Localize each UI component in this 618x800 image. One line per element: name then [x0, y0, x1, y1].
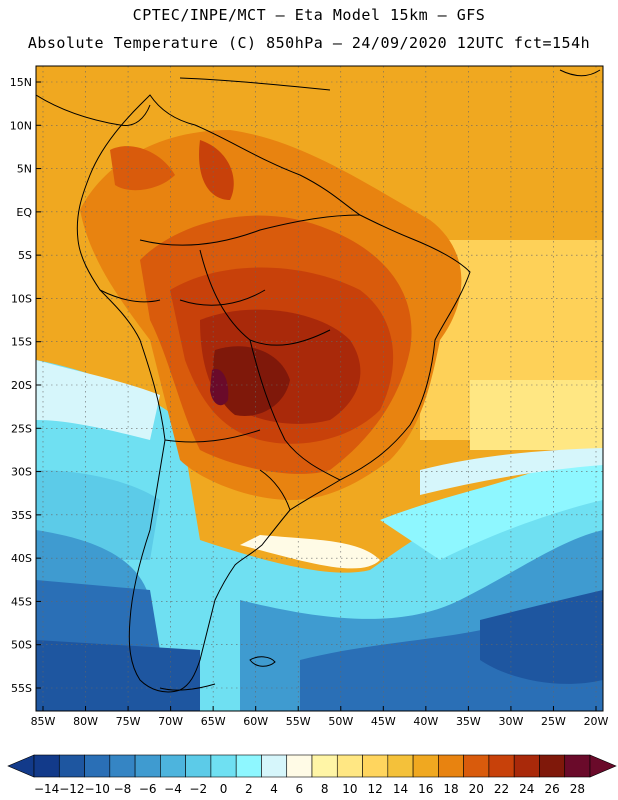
latitude-tick-label: 25S	[11, 422, 32, 435]
latitude-tick-label: 15S	[11, 336, 32, 349]
latitude-tick-label: 15N	[10, 76, 32, 89]
colorbar-swatch	[362, 754, 389, 778]
colorbar-max-arrow	[589, 754, 617, 778]
colorbar-min-arrow	[7, 754, 35, 778]
colorbar-swatch	[412, 754, 439, 778]
longitude-tick-label: 35W	[456, 715, 481, 728]
colorbar-label: −10	[85, 782, 110, 796]
colorbar-label: −14	[34, 782, 59, 796]
latitude-tick-label: 50S	[11, 639, 32, 652]
colorbar-label: 24	[519, 782, 534, 796]
longitude-tick-label: 55W	[286, 715, 311, 728]
colorbar-label: 12	[368, 782, 383, 796]
latitude-tick-label: 10S	[11, 292, 32, 305]
map-frame	[35, 65, 604, 712]
colorbar-label: 14	[393, 782, 408, 796]
latitude-tick-label: 5N	[17, 163, 32, 176]
colorbar-label: −4	[164, 782, 182, 796]
colorbar-swatch	[84, 754, 111, 778]
latitude-tick-label: 30S	[11, 466, 32, 479]
latitude-tick-label: 55S	[11, 682, 32, 695]
colorbar-swatch	[463, 754, 490, 778]
latitude-tick-label: EQ	[16, 206, 32, 219]
longitude-tick-label: 70W	[158, 715, 183, 728]
colorbar-label: −2	[189, 782, 207, 796]
colorbar-swatch	[58, 754, 85, 778]
colorbar-swatch	[134, 754, 161, 778]
colorbar-label: 20	[469, 782, 484, 796]
colorbar: −14 −12 −10 −8 −6 −4 −2 0 2 4 6 8 10 12 14 16 18 20 22 24 26…	[7, 754, 617, 796]
colorbar-label: 26	[544, 782, 559, 796]
colorbar-swatch	[311, 754, 338, 778]
colorbar-swatch	[109, 754, 136, 778]
colorbar-swatch	[235, 754, 262, 778]
colorbar-label: −8	[114, 782, 132, 796]
colorbar-swatch	[488, 754, 515, 778]
colorbar-swatch	[387, 754, 414, 778]
colorbar-swatch	[261, 754, 288, 778]
latitude-tick-label: 10N	[10, 119, 32, 132]
latitude-tick-label: 40S	[11, 552, 32, 565]
colorbar-swatch	[539, 754, 566, 778]
temperature-field	[36, 66, 603, 711]
colorbar-label: 6	[296, 782, 304, 796]
colorbar-label: −6	[139, 782, 157, 796]
colorbar-label: 22	[494, 782, 509, 796]
latitude-tick-label: 5S	[18, 249, 32, 262]
longitude-tick-label: 50W	[328, 715, 353, 728]
colorbar-swatch	[160, 754, 186, 778]
colorbar-label: −12	[59, 782, 84, 796]
colorbar-swatch	[564, 754, 591, 778]
latitude-tick-label: 45S	[11, 595, 32, 608]
colorbar-swatch	[286, 754, 313, 778]
colorbar-label: 8	[321, 782, 329, 796]
longitude-tick-label: 40W	[413, 715, 438, 728]
colorbar-label: 2	[245, 782, 253, 796]
longitude-tick-label: 65W	[201, 715, 226, 728]
longitude-labels: 85W 80W 75W 70W 65W 60W 55W 50W 45W 40W 35W 30W 25W 2…	[31, 706, 609, 728]
latitude-tick-label: 35S	[11, 509, 32, 522]
colorbar-label: 10	[342, 782, 357, 796]
longitude-tick-label: 45W	[371, 715, 396, 728]
colorbar-swatch	[210, 754, 237, 778]
map-title-line1: CPTEC/INPE/MCT – Eta Model 15km – GFS	[132, 6, 486, 24]
longitude-tick-label: 60W	[243, 715, 268, 728]
colorbar-swatch	[336, 754, 363, 778]
colorbar-label: 0	[220, 782, 228, 796]
colorbar-label: 28	[570, 782, 585, 796]
longitude-tick-label: 20W	[584, 715, 609, 728]
colorbar-swatch	[33, 754, 60, 778]
latitude-tick-label: 20S	[11, 379, 32, 392]
latitude-labels: 15N 10N 5N EQ 5S 10S 15S 20S 25S 30S 35S 40S 45S 50S 5…	[10, 76, 41, 695]
colorbar-label: 18	[443, 782, 458, 796]
longitude-tick-label: 30W	[498, 715, 523, 728]
longitude-tick-label: 80W	[73, 715, 98, 728]
colorbar-label: 4	[270, 782, 278, 796]
longitude-tick-label: 75W	[116, 715, 141, 728]
map-title-line2: Absolute Temperature (C) 850hPa – 24/09/…	[27, 34, 591, 52]
colorbar-swatch	[438, 754, 464, 778]
coastline	[36, 69, 601, 693]
colorbar-swatch	[513, 754, 540, 778]
longitude-tick-label: 25W	[541, 715, 566, 728]
colorbar-label: 16	[418, 782, 433, 796]
colorbar-swatch	[185, 754, 212, 778]
longitude-tick-label: 85W	[31, 715, 56, 728]
